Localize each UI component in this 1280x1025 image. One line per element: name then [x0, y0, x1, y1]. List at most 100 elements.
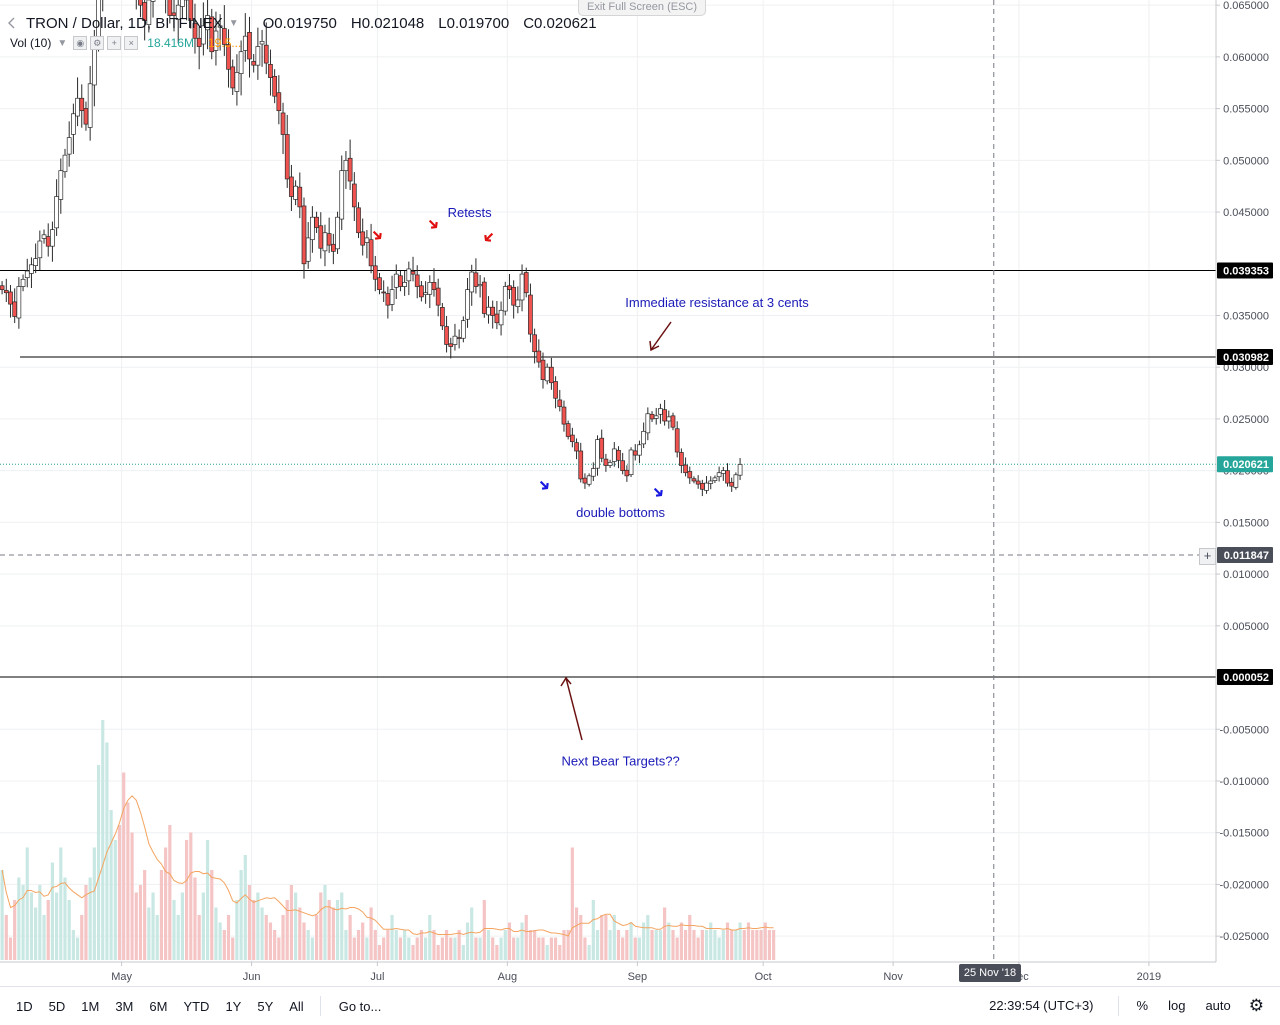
timeframe-1d[interactable]: 1D: [16, 998, 33, 1014]
exit-fullscreen-hint[interactable]: Exit Full Screen (ESC): [578, 0, 706, 16]
volume-bar: [172, 900, 176, 960]
timeframe-ytd[interactable]: YTD: [183, 998, 210, 1014]
candle-up: [20, 278, 26, 287]
volume-bar: [474, 937, 478, 960]
candle-down: [729, 481, 735, 487]
crosshair-plus-icon[interactable]: +: [1199, 548, 1216, 565]
crosshair-price-label: 0.011847: [1224, 550, 1269, 562]
goto-button[interactable]: Go to...: [338, 998, 382, 1014]
volume-bar: [683, 930, 688, 960]
volume-bar: [520, 922, 524, 960]
candle-up: [175, 4, 181, 20]
volume-bar: [373, 930, 377, 960]
candle-down: [326, 233, 332, 246]
candle-up: [465, 289, 470, 320]
bear-target-arrow-icon: [560, 676, 583, 741]
candle-up: [423, 292, 428, 295]
dropdown-caret-icon[interactable]: ▼: [228, 17, 239, 29]
volume-bar: [759, 930, 763, 960]
timeframe-all[interactable]: All: [289, 998, 304, 1014]
timeframe-6m[interactable]: 6M: [149, 998, 168, 1014]
timeframe-5y[interactable]: 5Y: [257, 998, 274, 1014]
tick-label: 0.005000: [1223, 621, 1269, 633]
volume-bar: [667, 922, 671, 960]
gear-icon[interactable]: ⚙: [1248, 995, 1264, 1015]
symbol-title[interactable]: TRON / Dollar, 1D, BITFINEX: [26, 14, 223, 32]
candle-down: [45, 236, 51, 247]
volume-bar: [243, 855, 247, 960]
collapse-icon[interactable]: [6, 17, 18, 29]
candle-down: [377, 277, 382, 290]
annotation-text: Retests: [448, 205, 493, 220]
volume-bar: [256, 892, 260, 960]
volume-bar: [38, 885, 42, 960]
blue-arrow-icon: [653, 487, 663, 497]
candle-down: [372, 265, 378, 280]
candle-down: [599, 437, 605, 459]
tick-label: -0.005000: [1219, 724, 1269, 736]
timeframe-3m[interactable]: 3M: [115, 998, 134, 1014]
candle-up: [645, 413, 651, 434]
percent-button[interactable]: %: [1136, 998, 1149, 1013]
candle-up: [217, 25, 223, 28]
volume-bar: [772, 930, 776, 960]
volume-label[interactable]: Vol (10): [10, 36, 52, 50]
candle-up: [402, 282, 407, 287]
volume-bar: [516, 937, 520, 960]
volume-bar: [34, 907, 38, 960]
volume-bar: [314, 915, 319, 960]
volume-bar: [369, 907, 373, 960]
close-value: C0.020621: [523, 14, 597, 32]
candle-down: [511, 286, 517, 306]
volume-bar: [302, 922, 306, 960]
candle-up: [66, 137, 72, 155]
volume-bar: [226, 915, 231, 960]
auto-button[interactable]: auto: [1205, 998, 1231, 1013]
volume-bar: [134, 892, 138, 960]
candle-up: [24, 270, 30, 279]
eye-icon[interactable]: ◉: [73, 36, 88, 50]
volume-bar: [721, 930, 725, 960]
volume-controls: ◉ ⚙ + ×: [73, 36, 141, 50]
open-value: O0.019750: [262, 14, 337, 32]
volume-bar: [164, 847, 168, 960]
candle-up: [737, 464, 743, 476]
volume-ma-value: 19.5...: [207, 36, 242, 50]
high-value: H0.021048: [350, 14, 425, 32]
timeframe-1m[interactable]: 1M: [81, 998, 100, 1014]
tick-label: 0.055000: [1223, 104, 1269, 116]
candle-up: [452, 335, 458, 345]
tick-label: May: [111, 971, 132, 983]
close-icon[interactable]: ×: [124, 36, 139, 50]
volume-bar: [579, 915, 583, 960]
candle-up: [58, 170, 64, 200]
candle-down: [440, 307, 445, 327]
candle-down: [419, 285, 424, 298]
candle-up: [364, 237, 370, 243]
volume-bar: [654, 930, 658, 960]
settings-icon[interactable]: ⚙: [90, 36, 105, 50]
timeframe-5d[interactable]: 5D: [48, 998, 66, 1014]
volume-bar: [168, 825, 172, 960]
bottom-toolbar: 1D 5D 1M 3M 6M YTD 1Y 5Y All Go to... 22…: [0, 986, 1280, 1025]
candle-up: [637, 444, 642, 456]
volume-bar: [382, 937, 386, 960]
volume-bar: [126, 802, 130, 960]
volume-bar: [595, 930, 600, 960]
volume-bar: [340, 892, 344, 960]
volume-legend: Vol (10) ▼ ◉ ⚙ + × 18.416M 19.5...: [6, 36, 241, 50]
volume-caret-icon[interactable]: ▼: [57, 37, 68, 49]
candle-down: [221, 28, 227, 45]
clock[interactable]: 22:39:54 (UTC+3): [989, 998, 1094, 1013]
candle-down: [549, 366, 554, 384]
volume-bar: [264, 915, 268, 960]
log-button[interactable]: log: [1168, 998, 1186, 1013]
volume-bar: [465, 922, 470, 960]
add-icon[interactable]: +: [107, 36, 122, 50]
candle-up: [310, 216, 315, 241]
candle-down: [507, 285, 512, 290]
volume-bar: [4, 915, 8, 960]
timeframe-1y[interactable]: 1Y: [225, 998, 242, 1014]
volume-bar: [252, 900, 256, 960]
